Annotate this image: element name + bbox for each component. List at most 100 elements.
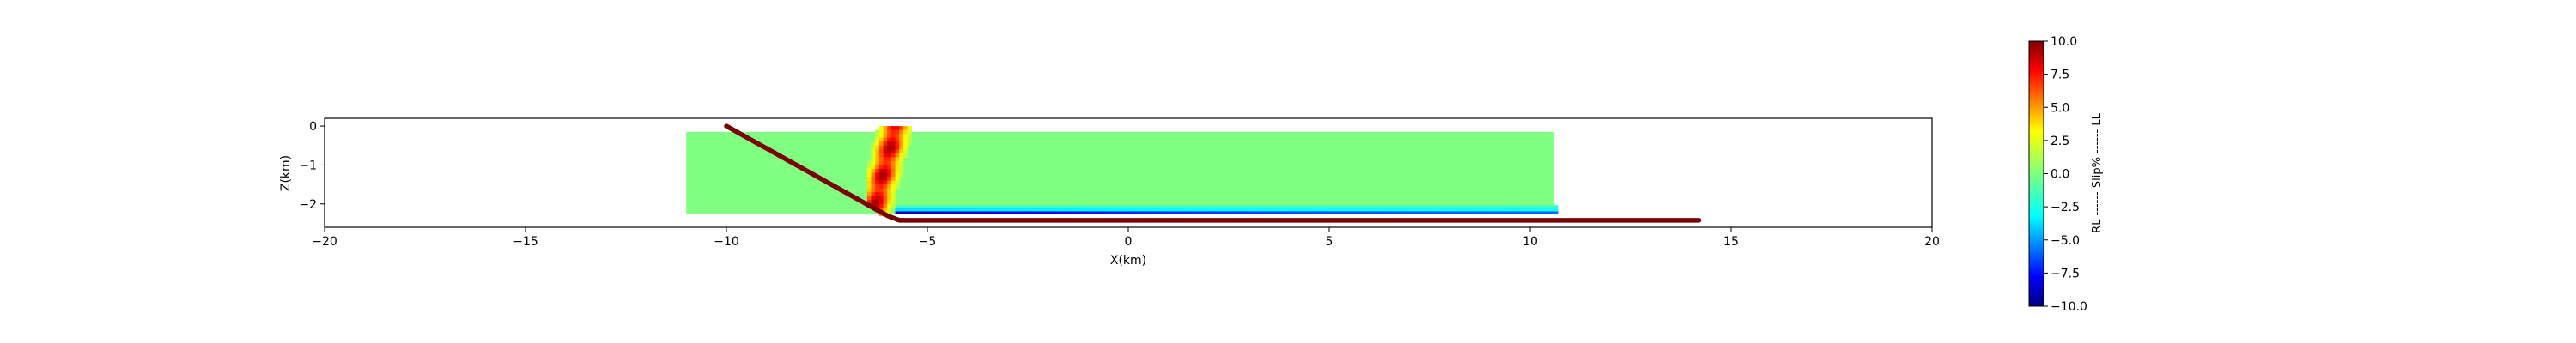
slip-cell (871, 192, 876, 197)
slip-cell (887, 126, 892, 131)
slip-cell (899, 168, 904, 174)
slip-cell (878, 192, 884, 197)
slip-cell (866, 165, 872, 170)
x-tick-label: 20 (1924, 235, 1940, 249)
slip-cell (866, 180, 872, 185)
slip-cell (875, 165, 880, 170)
slip-cell (887, 184, 892, 190)
negative-slip-cell (1036, 208, 1047, 212)
slip-cell (899, 141, 904, 147)
x-tick-label: −5 (919, 235, 937, 249)
negative-slip-cell (1176, 210, 1188, 214)
negative-slip-cell (1528, 208, 1539, 212)
slip-cell (875, 134, 880, 139)
negative-slip-cell (1066, 210, 1077, 214)
negative-slip-band (895, 205, 1559, 214)
negative-slip-cell (1267, 210, 1278, 214)
slip-cell (871, 177, 876, 182)
slip-cell (887, 208, 892, 213)
slip-cell (883, 168, 888, 174)
negative-slip-cell (895, 208, 906, 212)
negative-slip-cell (1397, 205, 1408, 208)
slip-cell (871, 145, 876, 150)
negative-slip-cell (1066, 205, 1077, 208)
slip-cell (871, 157, 876, 162)
negative-slip-cell (1307, 210, 1318, 214)
negative-slip-cell (1347, 208, 1358, 212)
negative-slip-cell (1377, 210, 1388, 214)
negative-slip-cell (1487, 208, 1499, 212)
slip-cell (907, 126, 912, 131)
negative-slip-cell (1538, 210, 1549, 214)
slip-cell (895, 172, 900, 178)
negative-slip-cell (1498, 208, 1509, 212)
negative-slip-cell (1247, 210, 1258, 214)
colorbar-label: RL ------ Slip% ------ LL (2091, 112, 2104, 232)
negative-slip-cell (1196, 205, 1207, 208)
negative-slip-cell (1417, 210, 1429, 214)
negative-slip-cell (965, 208, 976, 212)
slip-cell (878, 184, 884, 190)
negative-slip-cell (1327, 208, 1338, 212)
negative-slip-cell (1517, 208, 1529, 212)
negative-slip-cell (1478, 210, 1489, 214)
slip-cell (902, 145, 908, 150)
negative-slip-cell (1025, 205, 1036, 208)
slip-cell (895, 141, 900, 147)
slip-cell (883, 188, 888, 193)
negative-slip-cell (1126, 208, 1137, 212)
negative-slip-cell (1457, 210, 1469, 214)
negative-slip-cell (1448, 208, 1459, 212)
negative-slip-cell (1156, 208, 1168, 212)
slip-cell (890, 196, 896, 201)
negative-slip-cell (1226, 205, 1237, 208)
slip-cell (866, 160, 872, 166)
slip-cell (878, 134, 884, 139)
slip-cell (887, 188, 892, 193)
slip-cell (875, 157, 880, 162)
slip-cell (871, 153, 876, 158)
slip-cell (875, 196, 880, 201)
negative-slip-cell (1146, 208, 1157, 212)
negative-slip-cell (1407, 210, 1419, 214)
negative-slip-cell (1046, 208, 1057, 212)
slip-cell (875, 172, 880, 178)
negative-slip-cell (1176, 205, 1188, 208)
negative-slip-cell (1136, 205, 1147, 208)
negative-slip-cell (1166, 208, 1177, 212)
negative-slip-cell (1076, 208, 1087, 212)
negative-slip-cell (1206, 208, 1218, 212)
slip-cell (871, 196, 876, 201)
slip-cell (887, 160, 892, 166)
slip-cell (890, 160, 896, 166)
slip-cell (878, 145, 884, 150)
negative-slip-cell (1357, 210, 1369, 214)
slip-cell (895, 184, 900, 190)
negative-slip-cell (1457, 208, 1469, 212)
colorbar-tick-label: −5.0 (2050, 234, 2080, 248)
x-axis-label: X(km) (1110, 254, 1146, 268)
slip-cell (883, 196, 888, 201)
slip-cell (875, 141, 880, 147)
x-tick-label: 5 (1326, 235, 1334, 249)
negative-slip-cell (1307, 205, 1318, 208)
negative-slip-cell (925, 205, 936, 208)
slip-cell (887, 172, 892, 178)
negative-slip-cell (955, 210, 967, 214)
negative-slip-cell (955, 208, 967, 212)
negative-slip-cell (1437, 205, 1449, 208)
negative-slip-cell (955, 205, 967, 208)
negative-slip-cell (1096, 208, 1107, 212)
negative-slip-cell (1015, 210, 1027, 214)
slip-cell (883, 149, 888, 154)
negative-slip-cell (1226, 210, 1237, 214)
negative-slip-cell (1247, 208, 1258, 212)
slip-cell (875, 129, 880, 135)
slip-cell (883, 208, 888, 213)
slip-cell (902, 134, 908, 139)
slip-cell (887, 211, 892, 216)
negative-slip-cell (985, 210, 997, 214)
slip-cell (878, 137, 884, 142)
slip-cell (883, 153, 888, 158)
negative-slip-cell (1115, 208, 1127, 212)
